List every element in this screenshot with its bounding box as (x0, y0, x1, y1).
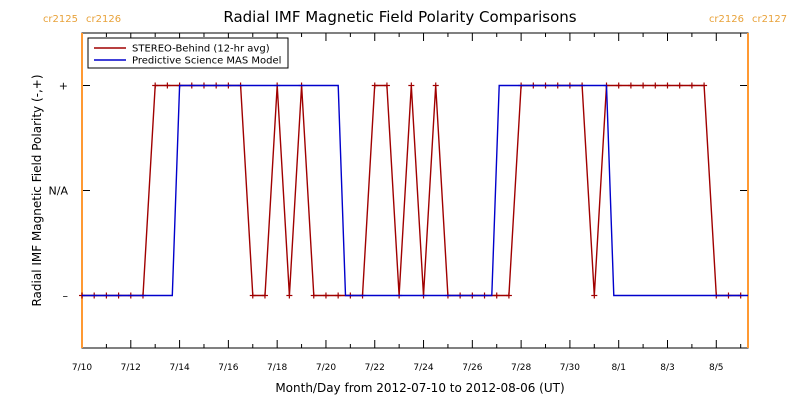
series-line-0 (82, 84, 741, 297)
x-tick-label: 8/1 (611, 363, 625, 373)
y-level-label: N/A (49, 185, 69, 198)
x-tick-label: 7/24 (413, 363, 433, 373)
x-tick-label: 8/3 (660, 363, 674, 373)
legend-label: Predictive Science MAS Model (132, 56, 281, 67)
x-tick-label: 7/22 (365, 363, 385, 373)
cr-label-right: cr2126 (86, 14, 121, 25)
cr-label-right: cr2127 (752, 14, 787, 25)
x-tick-label: 7/26 (462, 363, 482, 373)
y-axis-label: Radial IMF Magnetic Field Polarity (-,+) (30, 74, 44, 306)
x-tick-label: 7/18 (267, 363, 287, 373)
x-tick-label: 7/10 (72, 363, 92, 373)
y-level-label: – (63, 290, 69, 303)
x-tick-label: 7/12 (121, 363, 141, 373)
x-tick-label: 8/5 (709, 363, 723, 373)
legend-box (87, 37, 289, 69)
plot-frame (81, 32, 749, 349)
x-tick-label: 7/28 (511, 363, 531, 373)
x-tick-label: 7/14 (169, 363, 189, 373)
cr-label-left: cr2125 (43, 14, 78, 25)
x-axis-label: Month/Day from 2012-07-10 to 2012-08-06 … (275, 381, 564, 395)
x-tick-label: 7/30 (560, 363, 580, 373)
legend-label: STEREO-Behind (12-hr avg) (132, 44, 270, 55)
x-tick-label: 7/20 (316, 363, 336, 373)
chart-title: Radial IMF Magnetic Field Polarity Compa… (223, 8, 576, 26)
series-line-1 (82, 84, 748, 297)
x-tick-label: 7/16 (218, 363, 238, 373)
y-level-label: + (59, 80, 68, 93)
cr-label-left: cr2126 (709, 14, 744, 25)
